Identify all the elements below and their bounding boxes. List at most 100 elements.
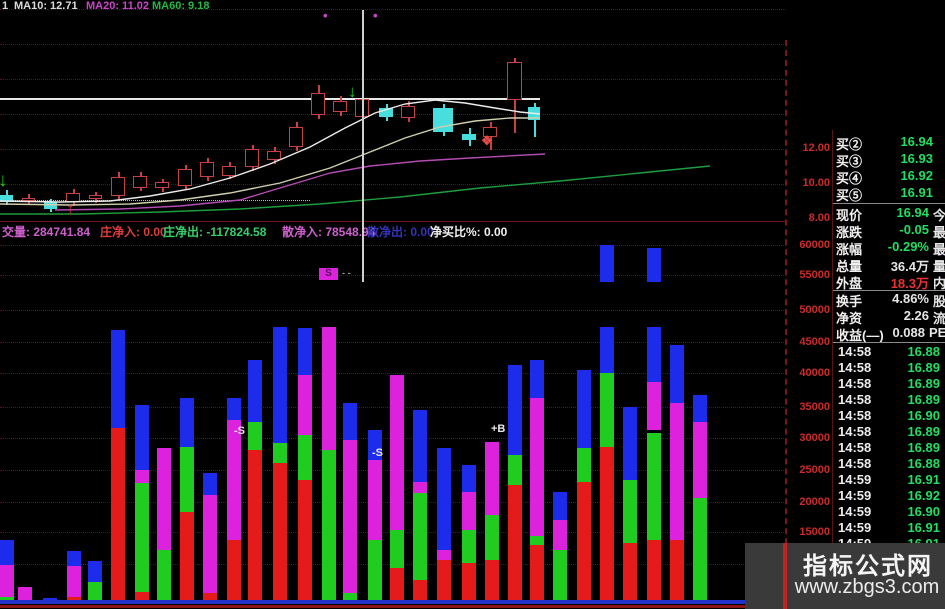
- tick-row-4: 14:58 16.90: [833, 408, 945, 424]
- tick-price: 16.89: [907, 392, 940, 407]
- candle-body-22: [507, 62, 522, 100]
- volume-bar-5-seg-r: [111, 428, 125, 604]
- volume-bar-28-seg-g: [647, 433, 661, 540]
- volume-bar-0-seg-b: [0, 540, 14, 565]
- info-row-2: 涨幅 -0.29% 最: [833, 239, 945, 257]
- volume-bar-27-seg-r: [623, 543, 637, 604]
- ma-header-item-2: MA20: 11.02: [86, 0, 149, 12]
- volume-bar-28-seg-m: [647, 382, 661, 430]
- info-row-3: 总量 36.4万量: [833, 256, 945, 274]
- candle-body-20: [462, 134, 476, 140]
- volume-bar-17-seg-m: [390, 375, 404, 530]
- volume-bar-4-seg-g: [88, 582, 102, 604]
- status-item-5: 净买比%: 0.00: [430, 225, 508, 239]
- tick-time: 14:59: [838, 488, 872, 503]
- bid-row-2[interactable]: 买② 16.94: [833, 134, 945, 152]
- volume-bar-5-seg-b: [111, 330, 125, 428]
- volume-bar-12-seg-g: [273, 443, 287, 463]
- tick-row-8: 14:59 16.91: [833, 472, 945, 488]
- ma-line-MA60: [0, 165, 711, 215]
- bid-row-5[interactable]: 买⑤ 16.91: [833, 185, 945, 203]
- volume-bar-23-seg-b: [530, 360, 544, 398]
- candle-body-13: [289, 127, 303, 147]
- status-item-1: 庄净入: 0.00: [100, 225, 167, 239]
- kline-marker-1: ↑: [66, 199, 75, 218]
- tick-price: 16.90: [907, 408, 940, 423]
- volume-tick-4: 40000: [799, 367, 830, 379]
- info-value: 4.86%: [892, 291, 929, 306]
- candle-body-9: [200, 162, 214, 177]
- volume-bar-28-seg-r: [647, 540, 661, 604]
- tick-row-1: 14:58 16.89: [833, 360, 945, 376]
- volume-bar-10-seg-r: [227, 540, 241, 604]
- bid-row-3[interactable]: 买③ 16.93: [833, 151, 945, 169]
- bid-price: 16.92: [900, 168, 933, 183]
- volume-bar-24-seg-m: [553, 520, 567, 550]
- volume-bar-24-seg-g: [553, 550, 567, 604]
- kline-ref-line-1: [0, 200, 310, 201]
- volume-tick-5: 35000: [799, 401, 830, 413]
- volume-bar-13-seg-g: [298, 435, 312, 480]
- kline-gridline-2: [0, 79, 786, 80]
- kline-marker-2: ↓: [348, 82, 357, 101]
- candle-body-14: [311, 93, 325, 115]
- volume-bar-3-seg-b: [67, 551, 81, 566]
- volume-tick-1: 55000: [799, 269, 830, 281]
- volume-gridline-1: [0, 275, 786, 276]
- volume-bar-25-seg-r: [577, 482, 591, 604]
- volume-bar-26-seg-b: [600, 327, 614, 373]
- kline-marker-4: •: [323, 8, 328, 23]
- price-tick-2: 8.00: [808, 212, 830, 224]
- tick-time: 14:58: [838, 424, 872, 439]
- tick-price: 16.90: [907, 504, 940, 519]
- bid-label: 买④: [836, 171, 863, 186]
- ma-lines: [0, 99, 711, 215]
- tick-price: 16.89: [907, 360, 940, 375]
- info-label: 换手: [836, 294, 863, 309]
- info-extra-clipped: 今: [933, 208, 945, 223]
- volume-bar-16-seg-g: [368, 540, 382, 604]
- volume-gridline-4: [0, 373, 786, 374]
- tick-price: 16.88: [907, 456, 940, 471]
- tick-row-11: 14:59 16.91: [833, 520, 945, 536]
- info-row-0: 现价 16.94 今: [833, 205, 945, 223]
- volume-bar-18-seg-g: [413, 493, 427, 580]
- separator-3: [833, 342, 945, 343]
- info-value: 36.4万: [890, 259, 929, 274]
- volume-bar-12-seg-b: [273, 327, 287, 443]
- status-item-0: 交量: 284741.84: [2, 225, 91, 239]
- volume-bar-14-seg-g: [322, 450, 336, 604]
- info-value: 18.3万: [890, 276, 929, 291]
- bid-row-4[interactable]: 买④ 16.92: [833, 168, 945, 186]
- volume-signal-badge: S: [319, 268, 338, 280]
- candle-body-4: [89, 195, 102, 199]
- tick-price: 16.89: [907, 440, 940, 455]
- tick-time: 14:58: [838, 408, 872, 423]
- info-label: 外盘: [836, 276, 863, 291]
- volume-bar-15-seg-g: [343, 593, 357, 604]
- volume-bar-19-seg-r: [437, 560, 451, 604]
- volume-bar-22-seg-b: [508, 365, 522, 455]
- info-row-5: 换手 4.86% 股: [833, 291, 945, 309]
- separator-1: [833, 203, 945, 204]
- volume-bar-18-seg-m: [413, 482, 427, 493]
- volume-bar-20-seg-m: [462, 492, 476, 530]
- watermark-url[interactable]: www.zbgs3.com: [794, 576, 940, 598]
- kline-marker-0: ↓: [0, 170, 8, 191]
- tick-price: 16.91: [907, 520, 940, 535]
- volume-bar-11-seg-b: [248, 360, 262, 422]
- volume-gridline-2: [0, 310, 786, 311]
- tick-row-3: 14:58 16.89: [833, 392, 945, 408]
- tick-list[interactable]: 14:58 16.88 14:58 16.89 14:58 16.89 14:58 16.89…: [833, 344, 945, 609]
- kline-marker-3: ❖: [481, 133, 493, 148]
- volume-tick-3: 45000: [799, 336, 830, 348]
- volume-marker-1: -S: [372, 447, 383, 459]
- volume-bar-16-seg-m: [368, 460, 382, 540]
- watermark-title: 指标公式网: [803, 553, 933, 580]
- indicator-status-row: 交量: 284741.84 庄净入: 0.00 庄净出: -117824.58 散净入…: [0, 223, 788, 239]
- status-item-4: 散净出: 0.00: [367, 225, 434, 239]
- volume-bar-20-seg-b: [462, 465, 476, 492]
- info-extra-clipped: 流: [933, 311, 945, 326]
- candle-body-12: [267, 151, 281, 160]
